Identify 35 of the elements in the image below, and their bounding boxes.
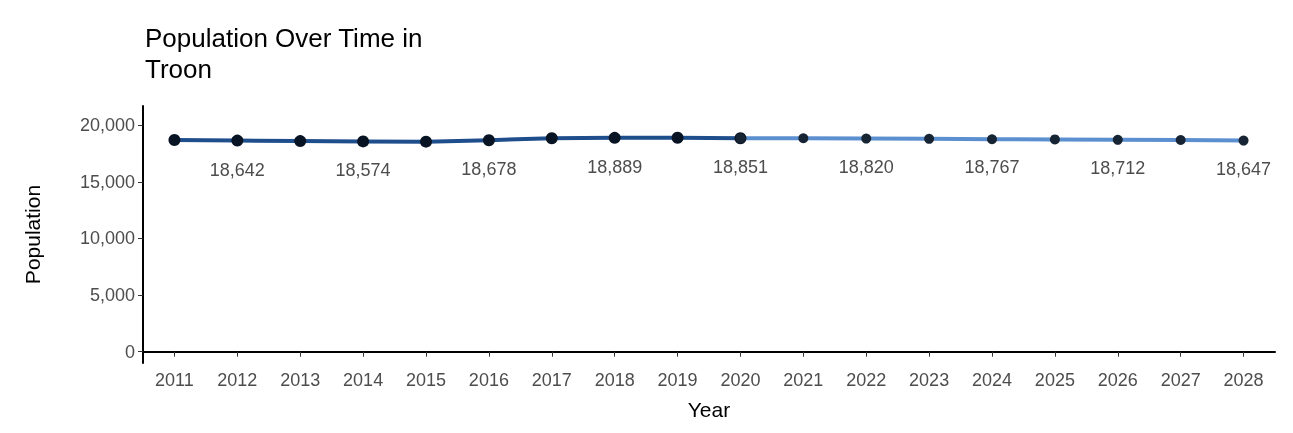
y-tick-label: 5,000 bbox=[89, 285, 135, 306]
data-label: 18,712 bbox=[1090, 157, 1146, 178]
y-tick-label: 10,000 bbox=[79, 228, 135, 249]
x-tick-label: 2014 bbox=[343, 370, 384, 390]
data-label: 18,642 bbox=[209, 159, 265, 180]
data-label: 18,647 bbox=[1216, 158, 1272, 179]
x-tick-label: 2019 bbox=[657, 370, 698, 390]
x-tick-label: 2012 bbox=[217, 370, 258, 390]
x-tick-label: 2028 bbox=[1223, 370, 1264, 390]
x-tick-label: 2023 bbox=[909, 370, 950, 390]
data-label: 18,820 bbox=[838, 156, 894, 177]
chart-title: Population Over Time in Troon bbox=[145, 22, 430, 84]
y-tick-label: 0 bbox=[124, 341, 135, 362]
data-label: 18,574 bbox=[335, 160, 391, 181]
x-tick-label: 2022 bbox=[846, 370, 887, 390]
x-tick-label: 2020 bbox=[720, 370, 761, 390]
data-label: 18,678 bbox=[461, 159, 517, 180]
data-label: 18,767 bbox=[964, 157, 1020, 178]
y-tick-label: 20,000 bbox=[79, 115, 135, 136]
x-axis-title: Year bbox=[687, 398, 731, 421]
x-tick-label: 2027 bbox=[1160, 370, 1201, 390]
x-tick-label: 2018 bbox=[594, 370, 635, 390]
x-tick-label: 2017 bbox=[531, 370, 572, 390]
data-label: 18,851 bbox=[712, 157, 768, 178]
x-tick-label: 2015 bbox=[405, 370, 447, 390]
x-tick-label: 2016 bbox=[468, 370, 509, 390]
x-tick-label: 2013 bbox=[280, 370, 321, 390]
x-tick-label: 2021 bbox=[783, 370, 824, 390]
data-label: 18,889 bbox=[587, 156, 643, 177]
y-axis-title: Population bbox=[21, 184, 44, 285]
y-tick-label: 15,000 bbox=[79, 171, 135, 192]
x-tick-label: 2024 bbox=[971, 370, 1013, 390]
x-tick-label: 2011 bbox=[155, 370, 194, 390]
x-tick-label: 2026 bbox=[1097, 370, 1138, 390]
x-tick-label: 2025 bbox=[1034, 370, 1075, 390]
